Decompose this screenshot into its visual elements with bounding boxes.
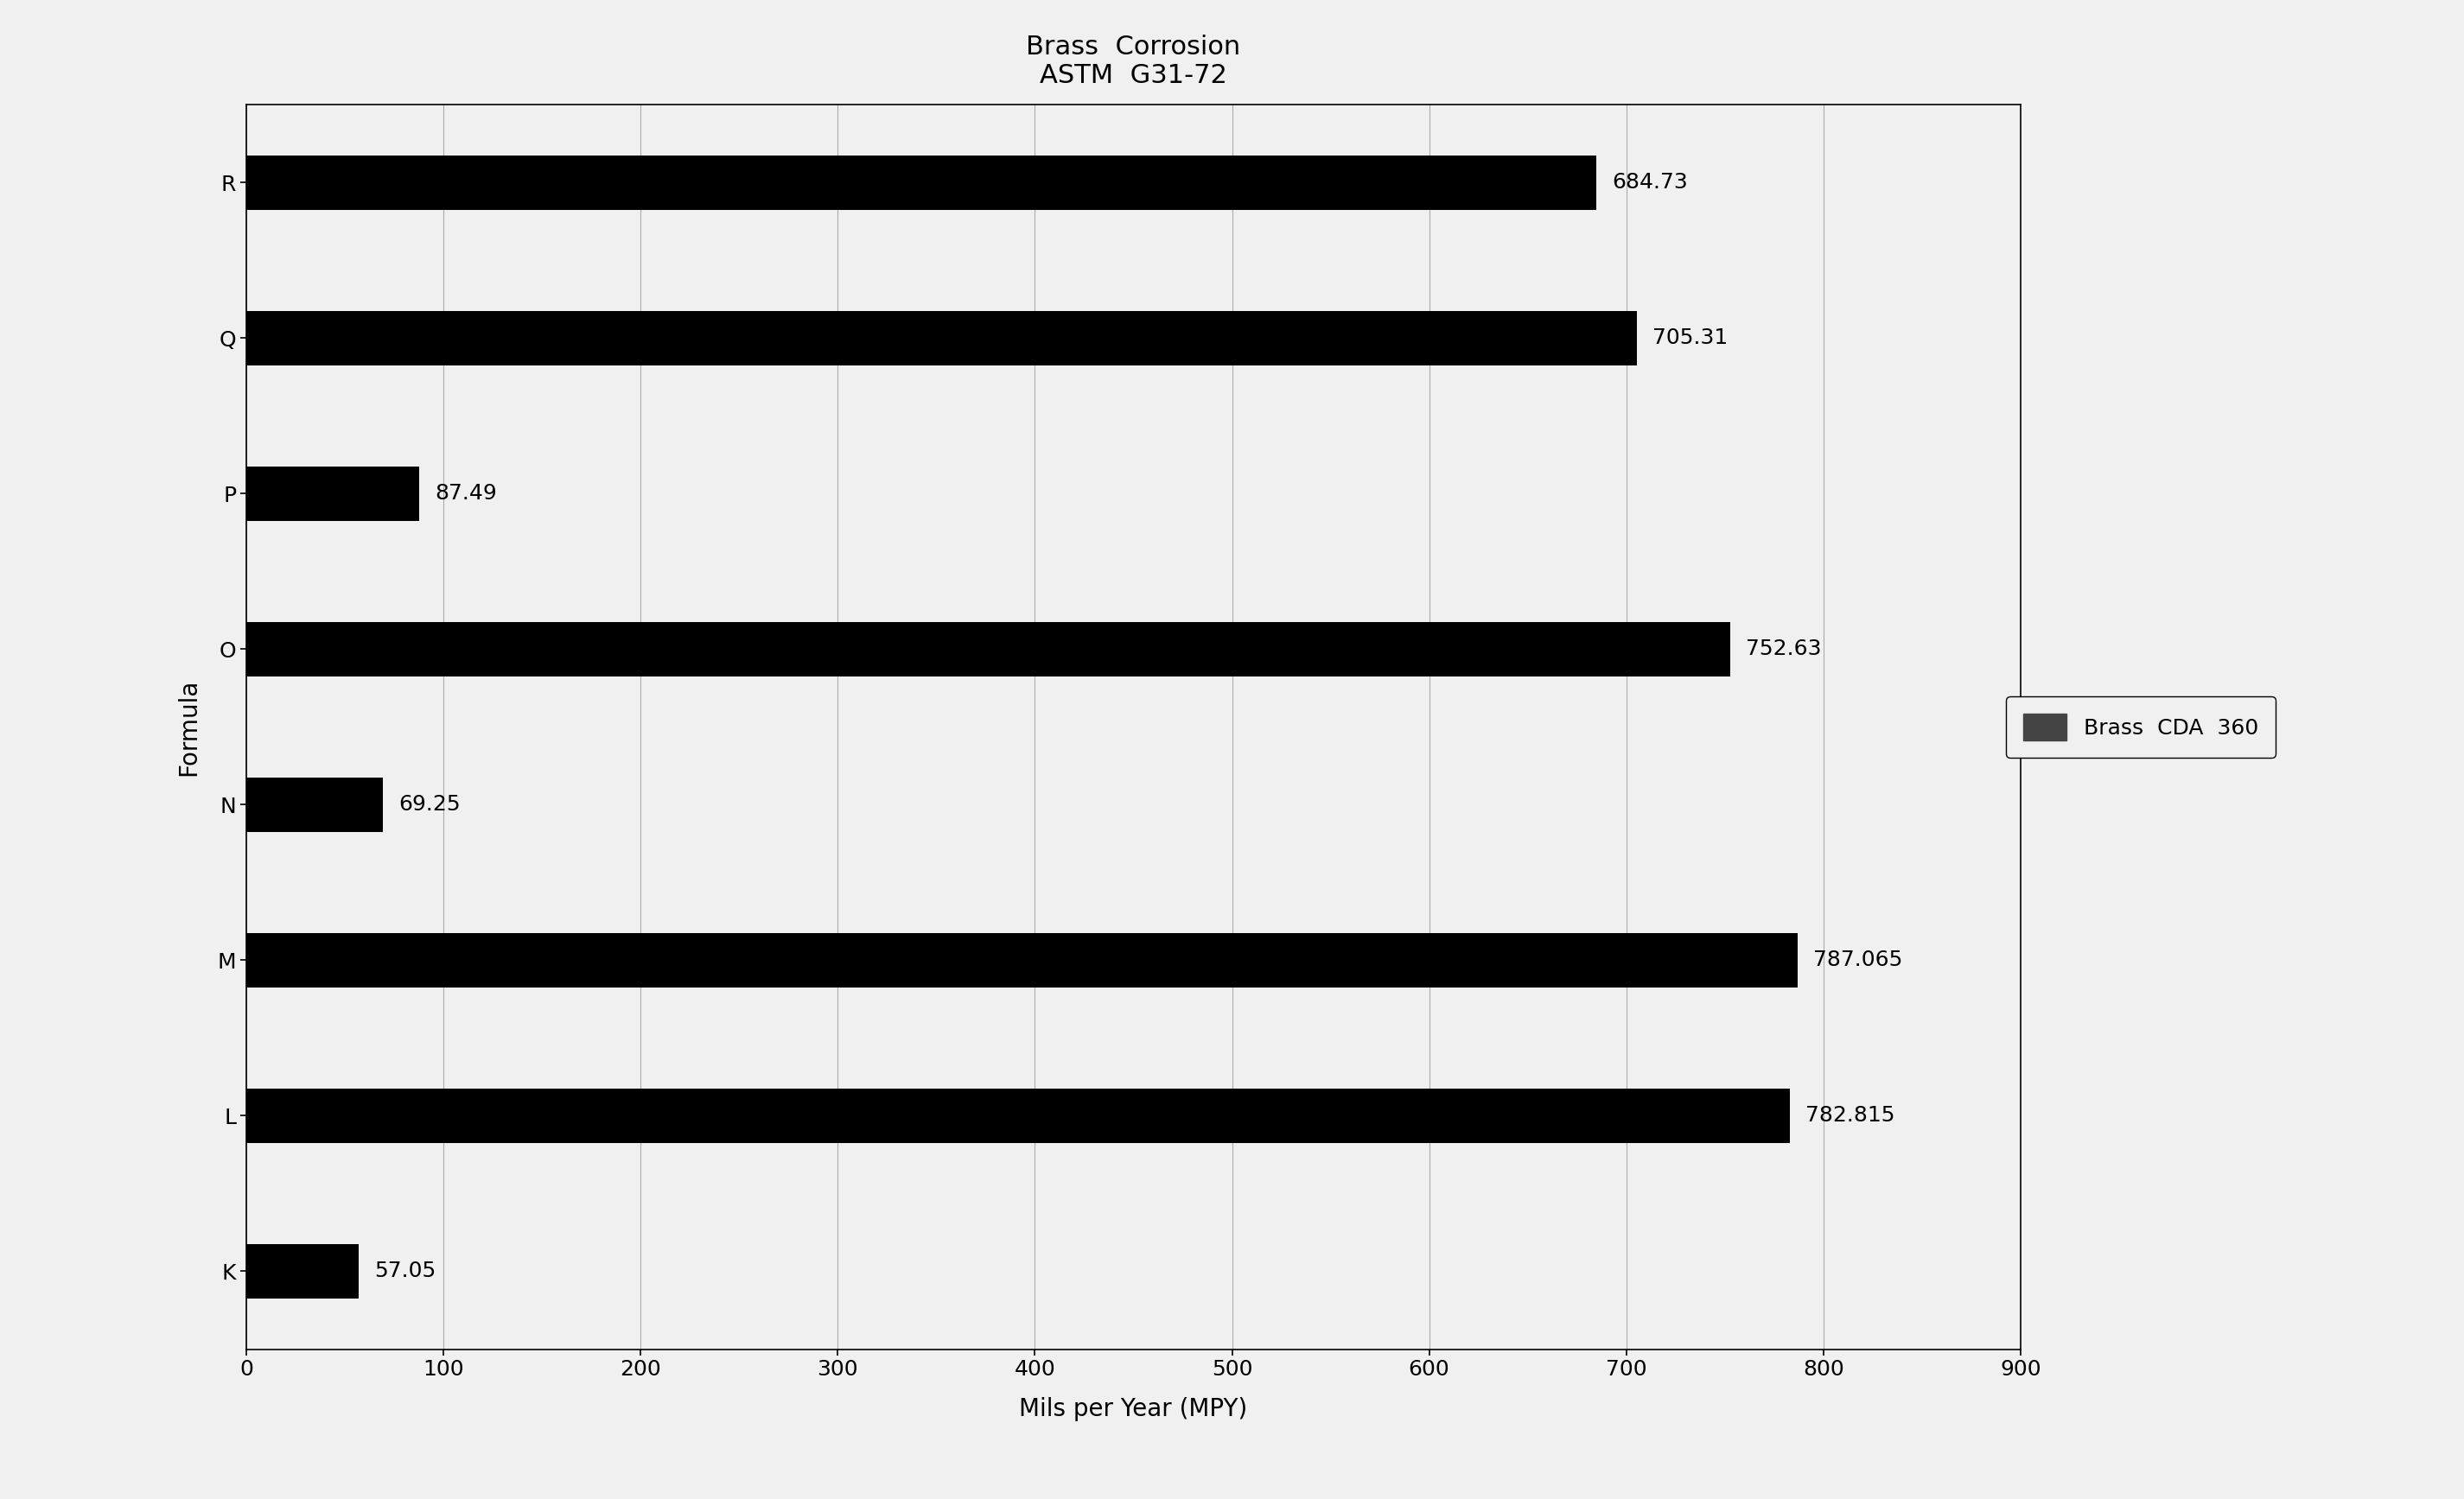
Text: 752.63: 752.63 <box>1747 639 1821 660</box>
Text: 684.73: 684.73 <box>1611 172 1688 193</box>
Bar <box>246 310 1636 366</box>
Legend: Brass  CDA  360: Brass CDA 360 <box>2006 697 2277 757</box>
Bar <box>246 156 1597 210</box>
Bar <box>246 466 419 522</box>
Text: 57.05: 57.05 <box>375 1261 436 1282</box>
Text: 87.49: 87.49 <box>434 483 498 504</box>
Bar <box>246 1088 1789 1144</box>
Bar <box>246 932 1799 988</box>
Y-axis label: Formula: Formula <box>177 679 200 775</box>
Bar <box>246 622 1730 676</box>
Text: 787.065: 787.065 <box>1814 950 1902 971</box>
X-axis label: Mils per Year (MPY): Mils per Year (MPY) <box>1020 1397 1247 1421</box>
Text: 782.815: 782.815 <box>1806 1105 1895 1126</box>
Text: 69.25: 69.25 <box>399 794 461 815</box>
Bar <box>246 778 382 832</box>
Text: 705.31: 705.31 <box>1653 328 1727 349</box>
Title: Brass  Corrosion
ASTM  G31-72: Brass Corrosion ASTM G31-72 <box>1025 34 1242 88</box>
Bar <box>246 1244 360 1298</box>
